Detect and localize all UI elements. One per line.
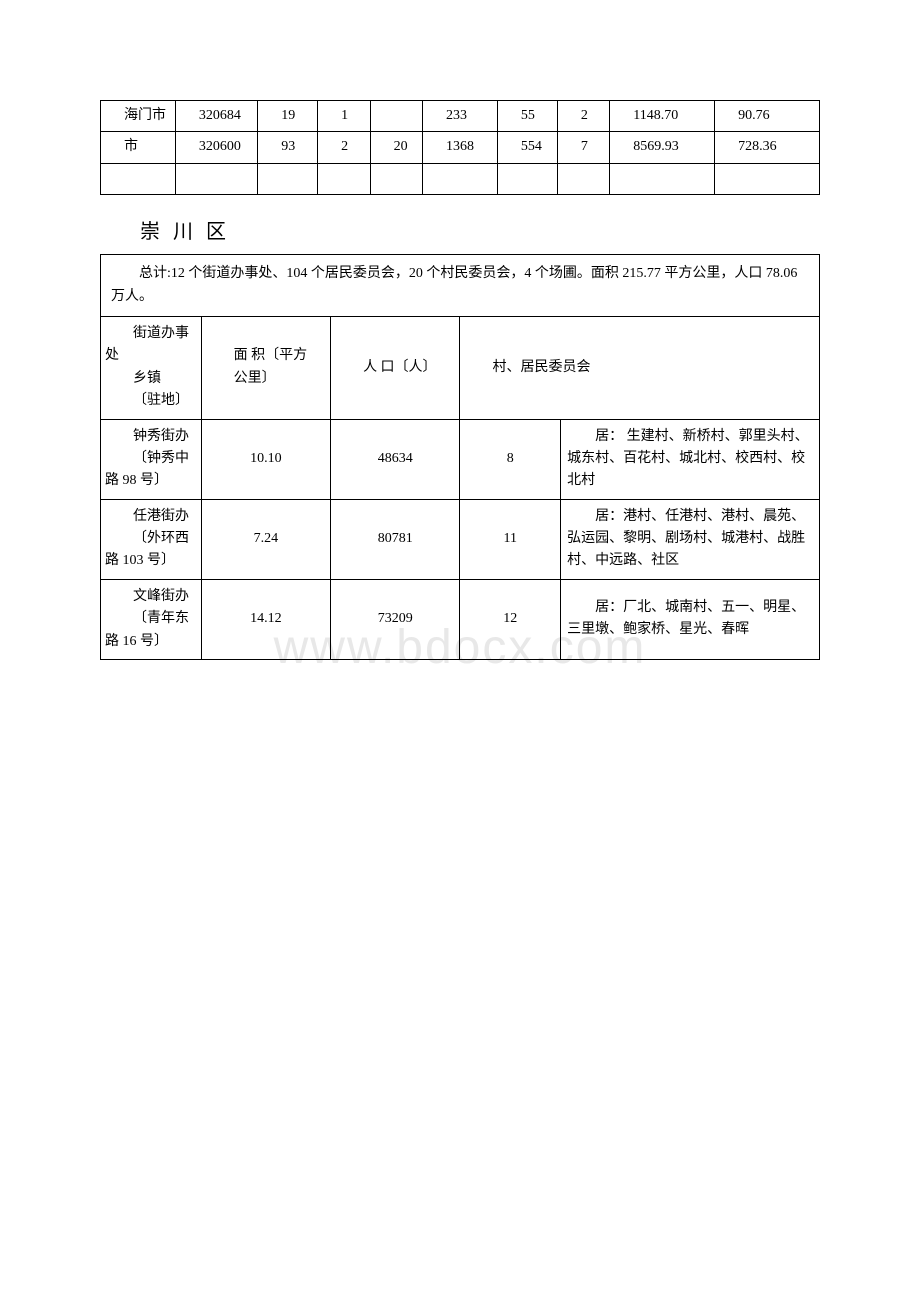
cell-count: 8: [460, 419, 561, 499]
header-row: 街道办事处 乡镇 〔驻地〕 面 积〔平方 公里〕 人 口〔人〕 村、居民委员会: [101, 316, 820, 419]
cell: 20: [370, 132, 422, 163]
cell-empty: [258, 163, 318, 194]
cell-code: 320684: [175, 101, 257, 132]
table-row: 海门市 320684 19 1 233 55 2 1148.70 90.76: [101, 101, 820, 132]
header-line: 面 积〔平方: [206, 345, 326, 367]
section-title: 崇 川 区: [140, 215, 820, 244]
cell-empty: [318, 163, 370, 194]
cell: 1148.70: [610, 101, 715, 132]
cell: 19: [258, 101, 318, 132]
cell-villages: 居：港村、任港村、港村、晨苑、弘运园、黎明、剧场村、城港村、战胜村、中远路、社区: [561, 499, 820, 579]
cell-empty: [497, 163, 557, 194]
cell-name: 钟秀街办 〔钟秀中路 98 号〕: [101, 419, 202, 499]
cell-count: 12: [460, 579, 561, 659]
header-line: 公里〕: [206, 368, 326, 390]
header-pop: 人 口〔人〕: [331, 316, 460, 419]
page-content: 海门市 320684 19 1 233 55 2 1148.70 90.76 市…: [100, 100, 820, 660]
table-row: 钟秀街办 〔钟秀中路 98 号〕 10.10 48634 8 居： 生建村、新桥…: [101, 419, 820, 499]
name-line: 文峰街办: [105, 586, 197, 608]
cell-name: 市: [101, 132, 176, 163]
cell: 90.76: [715, 101, 820, 132]
header-area: 面 积〔平方 公里〕: [201, 316, 330, 419]
summary-cell: 总计:12 个街道办事处、104 个居民委员会，20 个村民委员会，4 个场圃。…: [101, 255, 820, 317]
table-empty-row: [101, 163, 820, 194]
header-line: 街道办事处: [105, 323, 197, 368]
header-villages: 村、居民委员会: [460, 316, 820, 419]
header-line: 人 口〔人〕: [335, 357, 455, 379]
cell-empty: [715, 163, 820, 194]
header-line: 〔驻地〕: [105, 390, 197, 412]
cell-name: 海门市: [101, 101, 176, 132]
cell-name: 任港街办 〔外环西路 103 号〕: [101, 499, 202, 579]
cell-area: 7.24: [201, 499, 330, 579]
cell: 2: [318, 132, 370, 163]
cell-count: 11: [460, 499, 561, 579]
cell: 1368: [423, 132, 498, 163]
cell: 728.36: [715, 132, 820, 163]
cell-pop: 80781: [331, 499, 460, 579]
cell: [370, 101, 422, 132]
cell: 2: [557, 101, 609, 132]
name-line: 钟秀街办: [105, 426, 197, 448]
cell: 233: [423, 101, 498, 132]
cell: 93: [258, 132, 318, 163]
cell-empty: [370, 163, 422, 194]
top-summary-table: 海门市 320684 19 1 233 55 2 1148.70 90.76 市…: [100, 100, 820, 195]
header-line: 乡镇: [105, 368, 197, 390]
cell-area: 14.12: [201, 579, 330, 659]
cell-name: 文峰街办 〔青年东路 16 号〕: [101, 579, 202, 659]
cell-villages: 居： 生建村、新桥村、郭里头村、城东村、百花村、城北村、校西村、校北村: [561, 419, 820, 499]
name-line: 任港街办: [105, 506, 197, 528]
cell: 1: [318, 101, 370, 132]
table-row: 文峰街办 〔青年东路 16 号〕 14.12 73209 12 居：厂北、城南村…: [101, 579, 820, 659]
table-row: 市 320600 93 2 20 1368 554 7 8569.93 728.…: [101, 132, 820, 163]
cell-pop: 73209: [331, 579, 460, 659]
summary-row: 总计:12 个街道办事处、104 个居民委员会，20 个村民委员会，4 个场圃。…: [101, 255, 820, 317]
cell: 8569.93: [610, 132, 715, 163]
cell-area: 10.10: [201, 419, 330, 499]
cell-code: 320600: [175, 132, 257, 163]
header-name: 街道办事处 乡镇 〔驻地〕: [101, 316, 202, 419]
cell-empty: [557, 163, 609, 194]
district-detail-table: 总计:12 个街道办事处、104 个居民委员会，20 个村民委员会，4 个场圃。…: [100, 254, 820, 660]
name-line: 〔外环西路 103 号〕: [105, 528, 197, 573]
cell-pop: 48634: [331, 419, 460, 499]
cell: 554: [497, 132, 557, 163]
cell-empty: [101, 163, 176, 194]
table-row: 任港街办 〔外环西路 103 号〕 7.24 80781 11 居：港村、任港村…: [101, 499, 820, 579]
cell: 55: [497, 101, 557, 132]
name-line: 〔青年东路 16 号〕: [105, 608, 197, 653]
cell-empty: [423, 163, 498, 194]
cell-empty: [610, 163, 715, 194]
cell-empty: [175, 163, 257, 194]
name-line: 〔钟秀中路 98 号〕: [105, 448, 197, 493]
cell: 7: [557, 132, 609, 163]
cell-villages: 居：厂北、城南村、五一、明星、三里墩、鲍家桥、星光、春晖: [561, 579, 820, 659]
header-line: 村、居民委员会: [464, 357, 815, 379]
